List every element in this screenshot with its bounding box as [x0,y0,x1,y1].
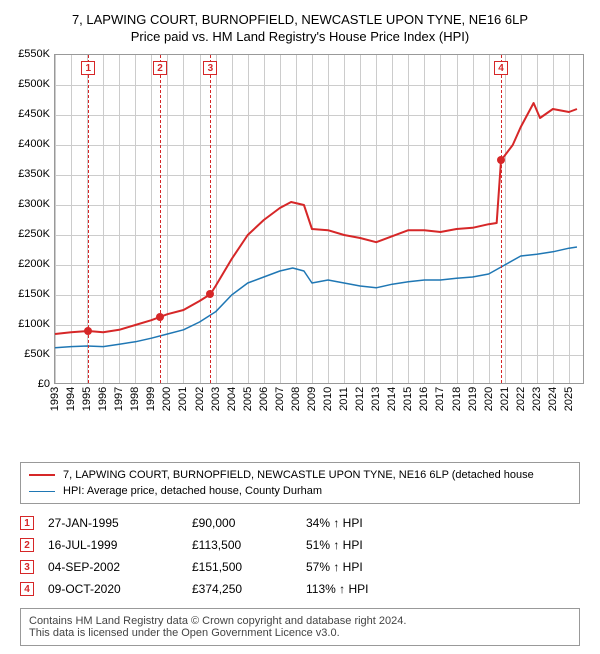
y-axis-label: £100K [8,318,50,330]
x-axis-label: 2025 [563,387,575,411]
table-row: 2 16-JUL-1999 £113,500 51% ↑ HPI [20,534,580,556]
x-axis-label: 2000 [161,387,173,411]
x-axis-label: 2012 [354,387,366,411]
x-axis-label: 2005 [242,387,254,411]
chart-container: 7, LAPWING COURT, BURNOPFIELD, NEWCASTLE… [0,0,600,654]
row-pct: 51% ↑ HPI [306,538,436,552]
x-axis-label: 2006 [258,387,270,411]
row-date: 04-SEP-2002 [48,560,178,574]
y-axis-label: £350K [8,168,50,180]
x-axis-label: 2016 [418,387,430,411]
x-axis-label: 2023 [531,387,543,411]
y-axis-label: £200K [8,258,50,270]
marker-vline [210,55,211,383]
x-axis-label: 2001 [177,387,189,411]
x-axis-label: 2020 [483,387,495,411]
row-pct: 113% ↑ HPI [306,582,436,596]
y-axis-label: £0 [8,378,50,390]
marker-dot [497,156,505,164]
chart-subtitle: Price paid vs. HM Land Registry's House … [8,29,592,44]
row-marker: 3 [20,560,34,574]
x-axis-label: 2004 [226,387,238,411]
x-axis-label: 1999 [145,387,157,411]
x-axis-label: 1998 [129,387,141,411]
marker-box: 3 [203,61,217,75]
x-axis-label: 2021 [499,387,511,411]
table-row: 1 27-JAN-1995 £90,000 34% ↑ HPI [20,512,580,534]
marker-vline [160,55,161,383]
footer-line-2: This data is licensed under the Open Gov… [29,627,571,639]
plot-region: 1993199419951996199719981999200020012002… [54,54,584,384]
x-axis-label: 2024 [547,387,559,411]
x-axis-label: 1997 [113,387,125,411]
footer-line-1: Contains HM Land Registry data © Crown c… [29,615,571,627]
row-price: £90,000 [192,516,292,530]
transactions-table: 1 27-JAN-1995 £90,000 34% ↑ HPI 2 16-JUL-1999… [20,512,580,600]
footer-box: Contains HM Land Registry data © Crown c… [20,608,580,646]
x-axis-label: 2008 [290,387,302,411]
x-axis-label: 1996 [97,387,109,411]
row-pct: 57% ↑ HPI [306,560,436,574]
x-axis-label: 2009 [306,387,318,411]
legend-label: 7, LAPWING COURT, BURNOPFIELD, NEWCASTLE… [63,469,534,481]
legend-box: 7, LAPWING COURT, BURNOPFIELD, NEWCASTLE… [20,462,580,504]
x-axis-label: 2022 [515,387,527,411]
y-axis-label: £300K [8,198,50,210]
row-pct: 34% ↑ HPI [306,516,436,530]
x-axis-label: 2019 [467,387,479,411]
marker-box: 1 [81,61,95,75]
x-axis-label: 2017 [434,387,446,411]
marker-dot [156,313,164,321]
table-row: 4 09-OCT-2020 £374,250 113% ↑ HPI [20,578,580,600]
x-axis-label: 2003 [210,387,222,411]
row-price: £374,250 [192,582,292,596]
x-axis-label: 1993 [49,387,61,411]
x-axis-label: 2018 [451,387,463,411]
row-date: 27-JAN-1995 [48,516,178,530]
x-axis-label: 2002 [194,387,206,411]
x-axis-label: 2013 [370,387,382,411]
row-price: £113,500 [192,538,292,552]
y-axis-label: £400K [8,138,50,150]
table-row: 3 04-SEP-2002 £151,500 57% ↑ HPI [20,556,580,578]
y-axis-label: £150K [8,288,50,300]
row-date: 16-JUL-1999 [48,538,178,552]
chart-area: 1993 1994 1995 1996 1997 1998 1999 2000 2001 2002… [8,54,592,424]
row-date: 09-OCT-2020 [48,582,178,596]
legend-swatch [29,474,55,476]
y-axis-label: £450K [8,108,50,120]
legend-label: HPI: Average price, detached house, Coun… [63,485,322,497]
marker-box: 2 [153,61,167,75]
row-marker: 2 [20,538,34,552]
x-axis-label: 2010 [322,387,334,411]
x-axis-label: 1995 [81,387,93,411]
marker-dot [206,290,214,298]
y-axis-label: £250K [8,228,50,240]
y-axis-label: £550K [8,48,50,60]
series-line-hpi [55,247,577,348]
legend-item: 7, LAPWING COURT, BURNOPFIELD, NEWCASTLE… [29,467,571,483]
series-line-property [55,103,577,334]
x-axis-label: 1994 [65,387,77,411]
y-axis-label: £50K [8,348,50,360]
x-axis-label: 2014 [386,387,398,411]
x-axis-label: 2007 [274,387,286,411]
row-marker: 4 [20,582,34,596]
row-price: £151,500 [192,560,292,574]
legend-swatch [29,491,55,492]
row-marker: 1 [20,516,34,530]
y-axis-label: £500K [8,78,50,90]
legend-item: HPI: Average price, detached house, Coun… [29,483,571,499]
x-axis-label: 2011 [338,387,350,411]
x-axis-label: 2015 [402,387,414,411]
series-svg [55,55,585,385]
chart-title: 7, LAPWING COURT, BURNOPFIELD, NEWCASTLE… [8,12,592,27]
marker-vline [501,55,502,383]
marker-box: 4 [494,61,508,75]
marker-dot [84,327,92,335]
